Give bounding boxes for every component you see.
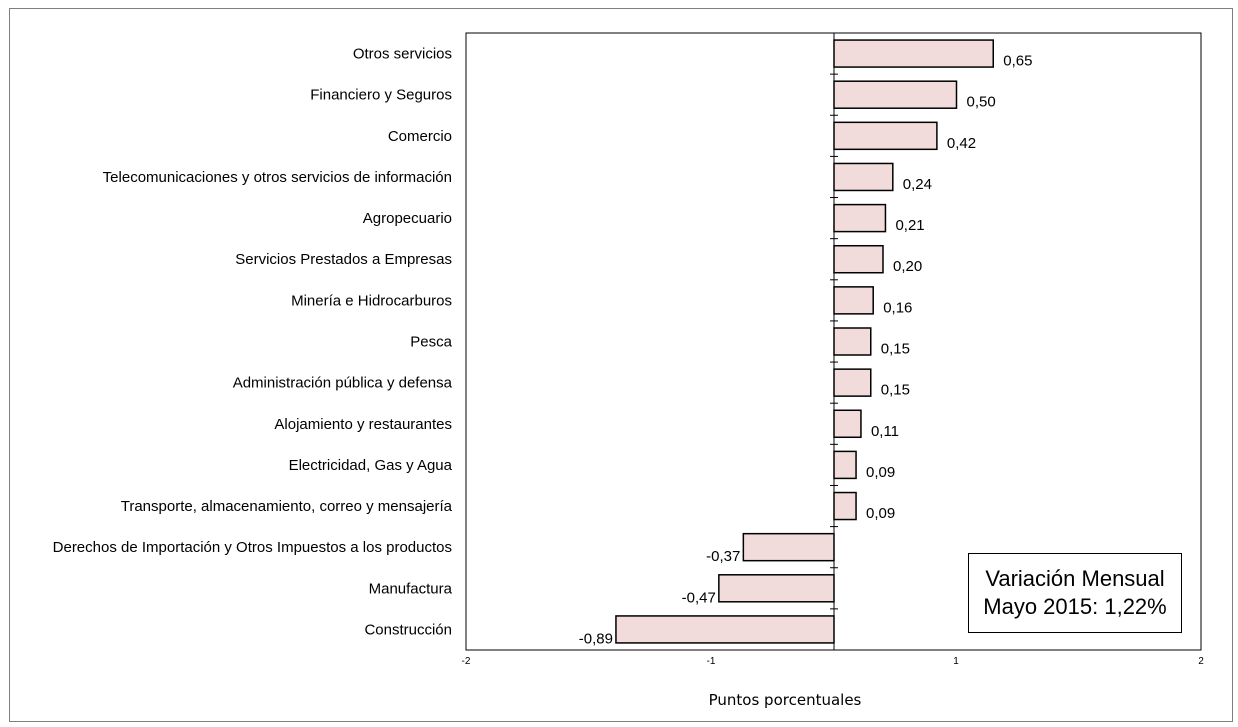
category-label-14: Construcción (364, 621, 452, 638)
x-axis-title: Puntos porcentuales (709, 691, 862, 709)
bar-7 (833, 327, 872, 356)
bar-11 (833, 491, 857, 521)
value-label-1: 0,50 (967, 94, 996, 111)
x-tick-label-3: 2 (1198, 656, 1204, 667)
x-tick-label-1: -1 (707, 656, 716, 667)
bar-5 (833, 244, 884, 274)
annotation-line-1: Variación Mensual (985, 566, 1165, 591)
value-label-4: 0,21 (895, 217, 924, 234)
category-label-6: Minería e Hidrocarburos (291, 292, 452, 309)
value-label-2: 0,42 (947, 135, 976, 152)
value-label-14: -0,89 (579, 630, 613, 647)
value-label-10: 0,09 (866, 464, 895, 481)
annotation-box: Variación Mensual Mayo 2015: 1,22% (968, 553, 1182, 633)
bars-layer (615, 39, 994, 644)
bar-10 (833, 450, 857, 480)
x-tick-label-2: 1 (953, 656, 959, 667)
bar-9 (833, 409, 862, 439)
category-label-0: Otros servicios (353, 46, 452, 63)
category-label-13: Manufactura (369, 580, 453, 597)
bar-3 (833, 162, 894, 192)
value-label-3: 0,24 (903, 176, 932, 193)
bar-0 (833, 39, 994, 68)
category-label-10: Electricidad, Gas y Agua (289, 457, 453, 474)
annotation-line-2: Mayo 2015: 1,22% (983, 594, 1167, 619)
category-label-9: Alojamiento y restaurantes (274, 416, 452, 433)
bar-4 (833, 203, 887, 233)
category-label-3: Telecomunicaciones y otros servicios de … (103, 169, 452, 186)
value-label-0: 0,65 (1003, 53, 1032, 70)
value-label-9: 0,11 (871, 423, 899, 440)
axis-minor-ticks (830, 73, 838, 610)
category-labels: Otros servicios Financiero y Seguros Comer… (53, 46, 453, 639)
value-label-13: -0,47 (682, 589, 716, 606)
x-tick-labels: -2 -1 1 2 (462, 656, 1205, 667)
bar-2 (833, 121, 938, 151)
bar-1 (833, 80, 958, 109)
bar-13 (718, 574, 835, 603)
category-label-5: Servicios Prestados a Empresas (235, 251, 452, 268)
bar-8 (833, 368, 872, 397)
value-label-7: 0,15 (881, 341, 910, 358)
category-label-11: Transporte, almacenamiento, correo y men… (121, 498, 453, 515)
category-label-2: Comercio (388, 128, 452, 145)
category-label-8: Administración pública y defensa (233, 375, 453, 392)
category-label-1: Financiero y Seguros (310, 87, 452, 104)
category-label-7: Pesca (410, 334, 452, 351)
value-label-12: -0,37 (706, 548, 740, 565)
bar-6 (833, 286, 874, 315)
value-label-5: 0,20 (893, 258, 922, 275)
value-label-6: 0,16 (883, 299, 912, 316)
value-label-11: 0,09 (866, 505, 895, 522)
value-label-8: 0,15 (881, 382, 910, 399)
x-tick-label-0: -2 (462, 656, 471, 667)
category-label-4: Agropecuario (363, 210, 452, 227)
bar-14 (615, 615, 835, 644)
bar-12 (742, 532, 835, 562)
category-label-12: Derechos de Importación y Otros Impuesto… (53, 539, 452, 556)
value-labels: 0,65 0,50 0,42 0,24 0,21 0,20 0,16 0,15 0,15 0,11… (579, 53, 1033, 648)
